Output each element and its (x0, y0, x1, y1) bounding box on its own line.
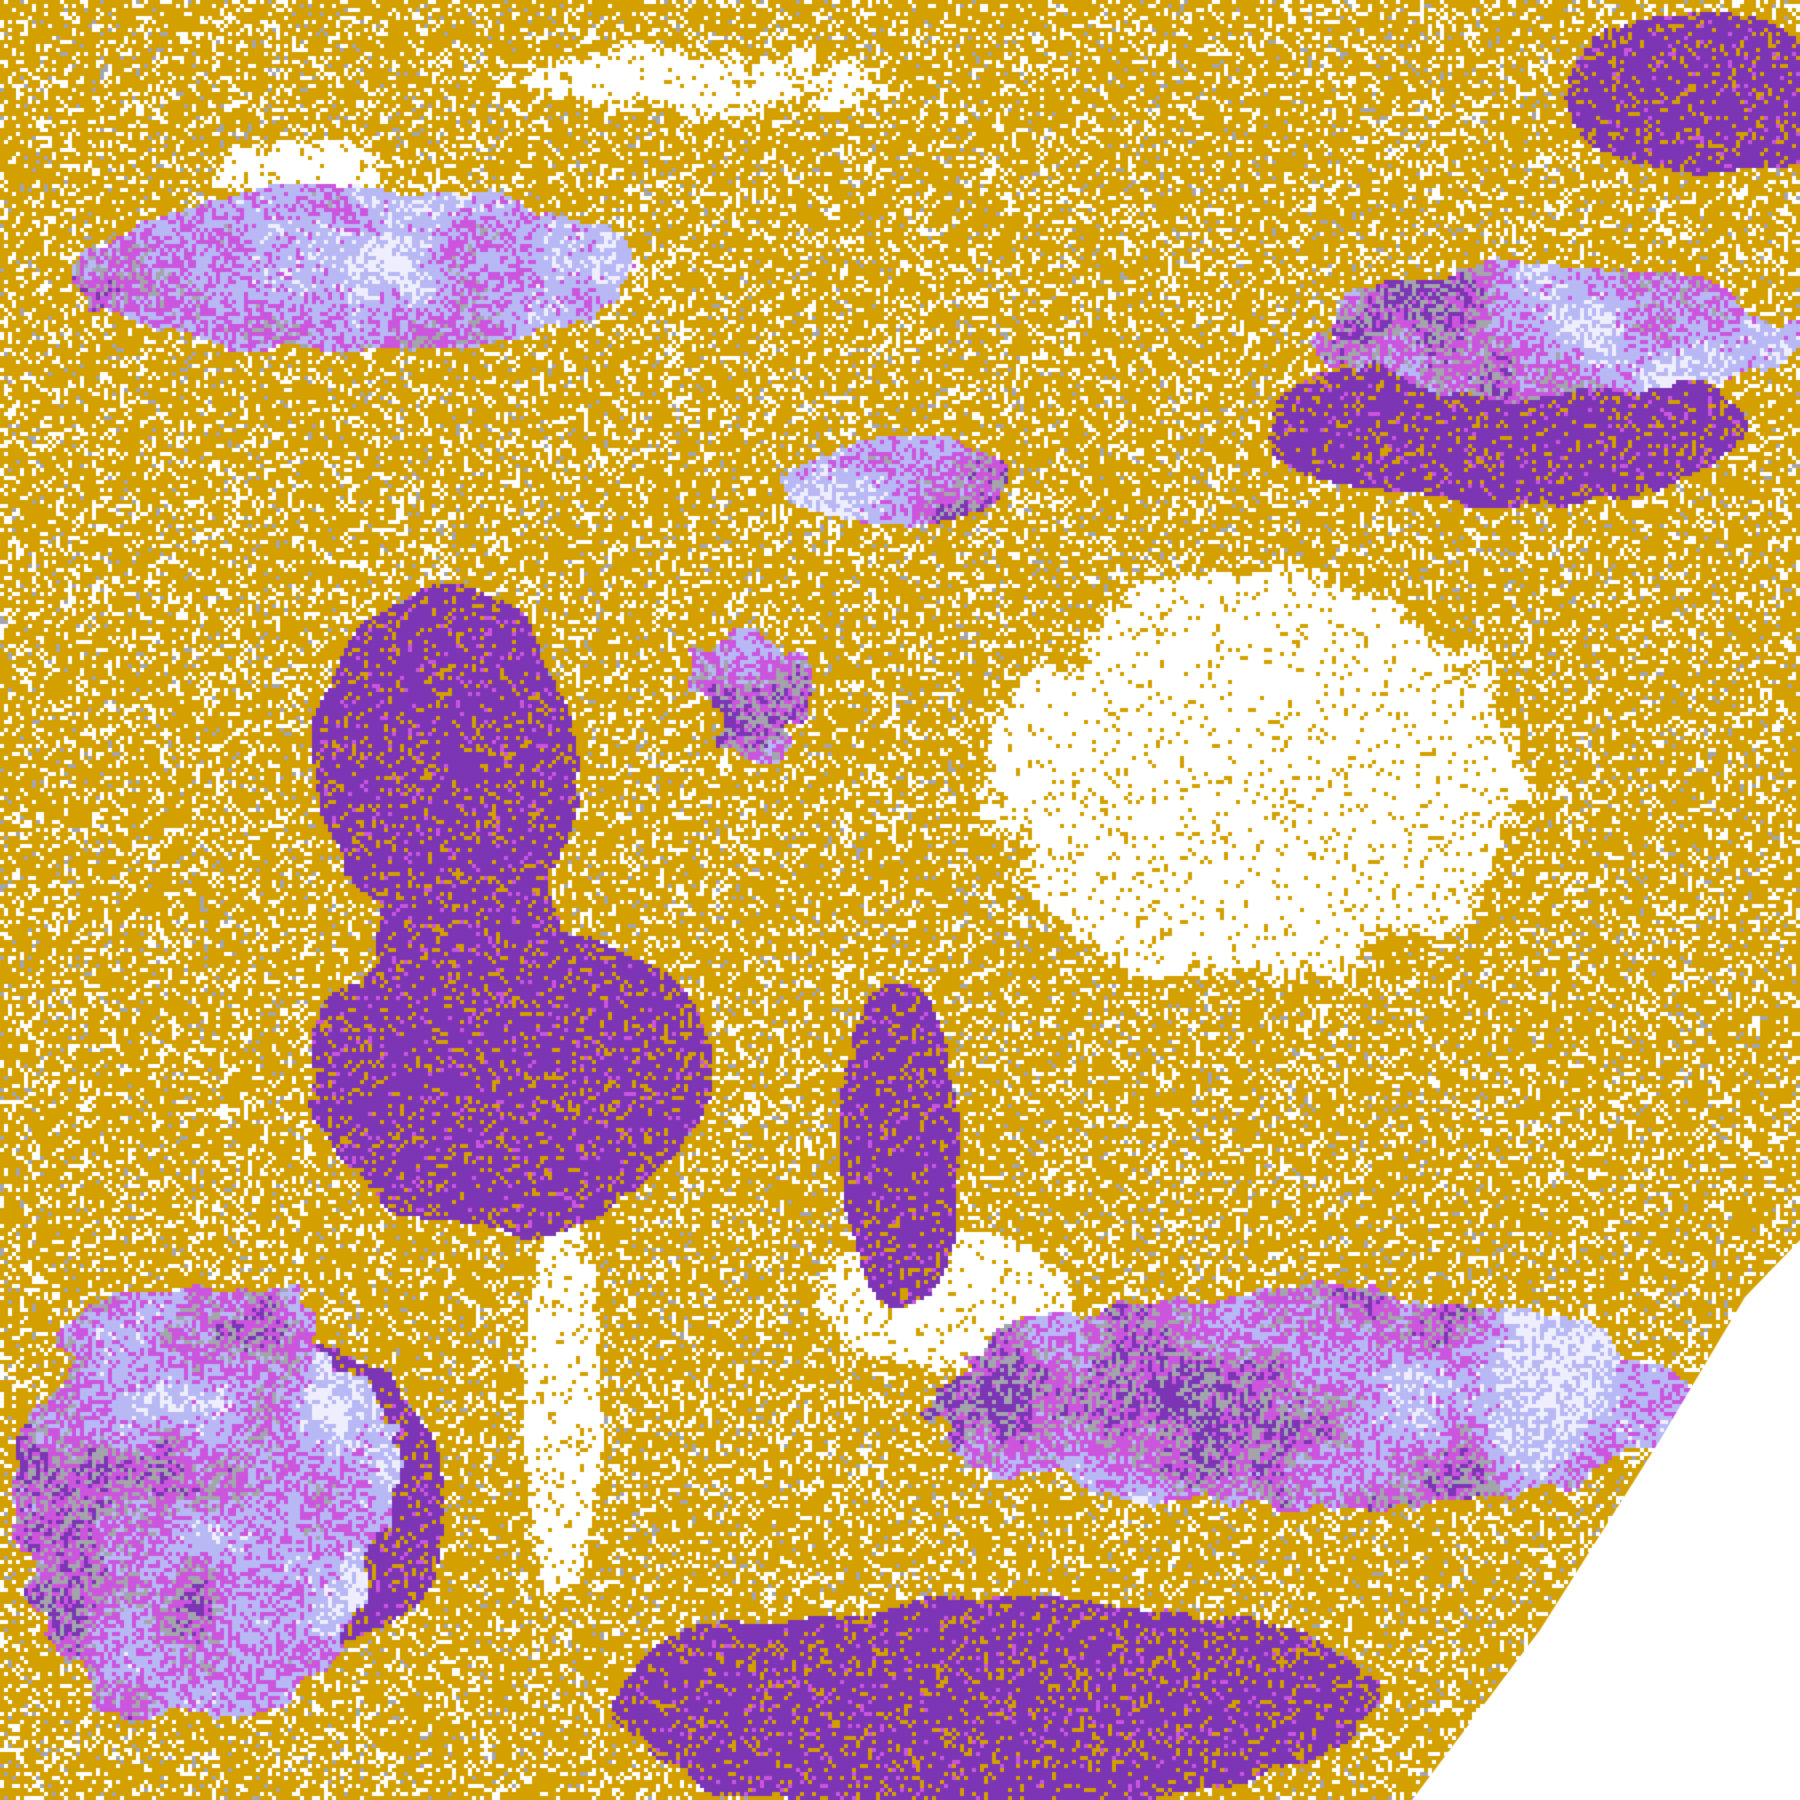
satellite-image (0, 0, 1800, 1800)
satellite-cloud-map (0, 0, 1800, 1800)
